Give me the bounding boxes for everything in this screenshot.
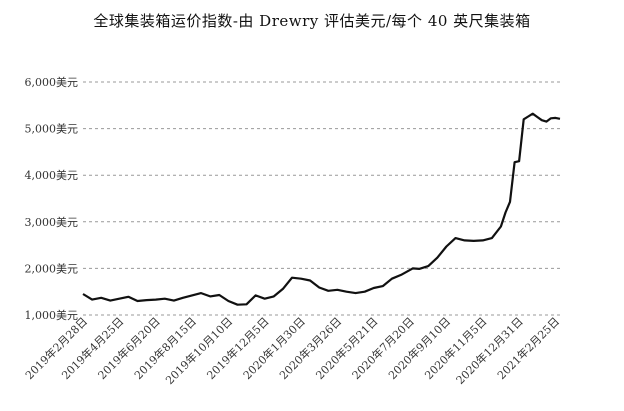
x-tick-label: 2019年6月20日 [95,314,163,382]
series-layer [82,112,561,306]
y-tick-label: 4,000美元 [25,169,79,182]
y-axis-ticks: 1,000美元 2,000美元 3,000美元 4,000美元 5,000美元 6,000… [25,76,79,322]
y-tick-label: 3,000美元 [25,216,79,229]
y-tick-label: 6,000美元 [25,76,79,89]
x-tick-label: 2020年1月30日 [240,314,308,382]
y-tick-label: 1,000美元 [25,309,79,322]
x-tick-label: 2019年2月28日 [22,314,90,382]
x-tick-label: 2019年8月15日 [131,314,199,382]
x-tick-label: 2021年2月25日 [494,314,562,382]
gridlines [83,81,560,316]
x-tick-label: 2020年11月5日 [422,314,490,382]
series-line [82,112,561,306]
x-tick-label: 2020年12月31日 [453,314,526,387]
x-tick-label: 2020年7月20日 [349,314,417,382]
x-tick-label: 2019年12月5日 [204,314,272,382]
y-tick-label: 5,000美元 [25,123,79,136]
x-tick-label: 2019年10月10日 [163,314,236,387]
x-tick-label: 2020年9月10日 [385,314,453,382]
x-tick-label: 2019年4月25日 [59,314,127,382]
x-axis-ticks: 2019年2月28日2019年4月25日2019年6月20日2019年8月15日… [22,314,562,387]
x-tick-label: 2020年3月26日 [276,314,344,382]
x-tick-label: 2020年5月21日 [313,314,381,382]
y-tick-label: 2,000美元 [25,262,79,275]
chart-title: 全球集装箱运价指数-由 Drewry 评估美元/每个 40 英尺集装箱 [93,12,531,30]
